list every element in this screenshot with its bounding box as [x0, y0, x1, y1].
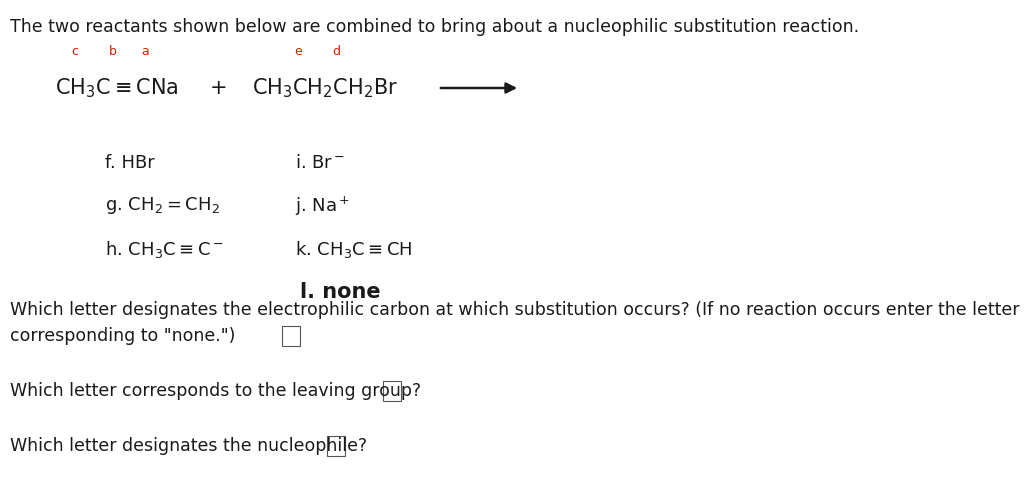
- Text: $\mathregular{CH_3C{\equiv}CNa}$: $\mathregular{CH_3C{\equiv}CNa}$: [55, 76, 178, 100]
- Text: c: c: [72, 45, 79, 58]
- Text: e: e: [294, 45, 302, 58]
- Text: Which letter designates the nucleophile?: Which letter designates the nucleophile?: [10, 437, 368, 455]
- FancyBboxPatch shape: [327, 436, 345, 456]
- FancyBboxPatch shape: [383, 381, 401, 401]
- Text: h. $\mathregular{CH_3C{\equiv}C^-}$: h. $\mathregular{CH_3C{\equiv}C^-}$: [105, 239, 224, 260]
- Text: $\mathregular{CH_3CH_2CH_2Br}$: $\mathregular{CH_3CH_2CH_2Br}$: [252, 76, 398, 100]
- Text: The two reactants shown below are combined to bring about a nucleophilic substit: The two reactants shown below are combin…: [10, 18, 859, 36]
- Text: Which letter designates the electrophilic carbon at which substitution occurs? (: Which letter designates the electrophili…: [10, 301, 1020, 319]
- Text: l. none: l. none: [300, 282, 381, 302]
- FancyBboxPatch shape: [282, 326, 300, 346]
- Text: corresponding to "none."): corresponding to "none."): [10, 327, 236, 345]
- Text: i. $\mathregular{Br^-}$: i. $\mathregular{Br^-}$: [295, 154, 345, 172]
- Text: f. HBr: f. HBr: [105, 154, 155, 172]
- Text: k. $\mathregular{CH_3C{\equiv}CH}$: k. $\mathregular{CH_3C{\equiv}CH}$: [295, 239, 413, 260]
- Text: g. $\mathregular{CH_2{=}CH_2}$: g. $\mathregular{CH_2{=}CH_2}$: [105, 195, 220, 217]
- Text: +: +: [210, 78, 227, 98]
- Text: j. $\mathregular{Na^+}$: j. $\mathregular{Na^+}$: [295, 194, 350, 217]
- Text: a: a: [141, 45, 148, 58]
- Text: Which letter corresponds to the leaving group?: Which letter corresponds to the leaving …: [10, 382, 421, 400]
- Text: b: b: [110, 45, 117, 58]
- Text: d: d: [332, 45, 340, 58]
